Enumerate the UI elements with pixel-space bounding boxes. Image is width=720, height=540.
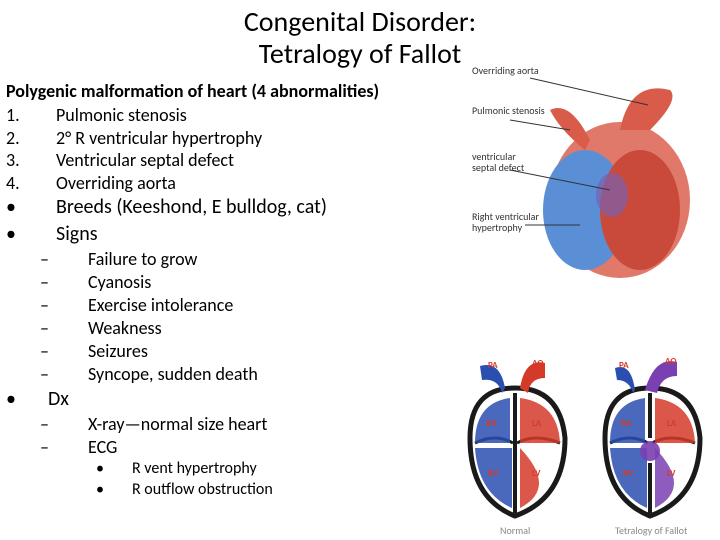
heart-diagram-labeled: Overriding aorta Pulmonic stenosis ventr…: [470, 60, 718, 290]
dash-marker: –: [40, 363, 88, 386]
diagram-label: Overriding aorta: [472, 64, 539, 77]
dash-marker: –: [40, 340, 88, 363]
list-text: Syncope, sudden death: [88, 363, 258, 386]
chamber-label: RV: [623, 468, 634, 479]
chamber-label: PA: [488, 360, 498, 371]
label-line: [530, 78, 648, 105]
list-item: –X-ray—normal size heart: [6, 413, 466, 436]
list-marker: 4.: [6, 172, 56, 195]
normal-heart-icon: AO PA LA RA LV RV: [470, 358, 565, 516]
list-text: Exercise intolerance: [88, 294, 233, 317]
list-text: Weakness: [88, 317, 162, 340]
bullet-marker: •: [6, 386, 26, 413]
abnormalities-list: 1.Pulmonic stenosis 2.2° R ventricular h…: [6, 104, 466, 194]
diagram-caption: Tetralogy of Fallot: [615, 524, 688, 537]
list-item: 4.Overriding aorta: [6, 172, 466, 195]
title-line-2: Tetralogy of Fallot: [259, 36, 461, 71]
dx-label: Dx: [26, 386, 69, 413]
list-item: –Weakness: [6, 317, 466, 340]
list-text: Pulmonic stenosis: [56, 104, 187, 127]
list-item: •R outflow obstruction: [6, 480, 466, 500]
diagram-label: Right ventricularhypertrophy: [472, 210, 539, 234]
content-region: Polygenic malformation of heart (4 abnor…: [6, 80, 466, 500]
dash-marker: –: [40, 436, 88, 459]
chamber-label: RA: [621, 418, 632, 429]
list-item: •Signs: [6, 221, 466, 248]
ecg-sublist: •R vent hypertrophy •R outflow obstructi…: [6, 459, 466, 500]
list-text: ECG: [88, 436, 117, 459]
diagram-label: ventricularseptal defect: [472, 150, 525, 174]
list-text: Overriding aorta: [56, 172, 176, 195]
list-text: Ventricular septal defect: [56, 149, 234, 172]
main-bullets: •Breeds (Keeshond, E bulldog, cat) •Sign…: [6, 194, 466, 248]
bullet-marker: •: [6, 221, 56, 248]
list-item: –Syncope, sudden death: [6, 363, 466, 386]
list-item: –Seizures: [6, 340, 466, 363]
list-marker: 1.: [6, 104, 56, 127]
dash-marker: –: [40, 248, 88, 271]
dash-marker: –: [40, 294, 88, 317]
chamber-label: LA: [532, 418, 542, 429]
list-item: 3.Ventricular septal defect: [6, 149, 466, 172]
list-text: Breeds (Keeshond, E bulldog, cat): [56, 194, 327, 221]
subheading: Polygenic malformation of heart (4 abnor…: [6, 80, 466, 102]
dash-marker: –: [40, 271, 88, 294]
diagram-label: Pulmonic stenosis: [472, 104, 545, 117]
list-text: R vent hypertrophy: [132, 459, 257, 479]
list-text: X-ray—normal size heart: [88, 413, 267, 436]
list-marker: 3.: [6, 149, 56, 172]
title-line-1: Congenital Disorder:: [244, 4, 476, 39]
aorta-icon: [620, 88, 673, 130]
signs-list: –Failure to grow –Cyanosis –Exercise int…: [6, 248, 466, 386]
chamber-label: PA: [619, 360, 629, 371]
dx-list: –X-ray—normal size heart –ECG: [6, 413, 466, 459]
list-marker: 2.: [6, 127, 56, 150]
list-item: 2.2° R ventricular hypertrophy: [6, 127, 466, 150]
dot-marker: •: [96, 459, 132, 479]
dash-marker: –: [40, 413, 88, 436]
chamber-label: RV: [488, 468, 499, 479]
pulmonary-artery-icon: [550, 108, 590, 150]
list-item: –Failure to grow: [6, 248, 466, 271]
dx-row: • Dx: [6, 386, 466, 413]
list-item: 1.Pulmonic stenosis: [6, 104, 466, 127]
list-text: Failure to grow: [88, 248, 197, 271]
chamber-label: AO: [532, 358, 543, 369]
list-text: Cyanosis: [88, 271, 151, 294]
list-text: Seizures: [88, 340, 148, 363]
list-item: –ECG: [6, 436, 466, 459]
chamber-label: LV: [667, 468, 676, 479]
list-item: –Cyanosis: [6, 271, 466, 294]
chamber-label: LA: [667, 418, 677, 429]
chamber-label: AO: [665, 356, 676, 367]
dash-marker: –: [40, 317, 88, 340]
list-text: R outflow obstruction: [132, 480, 273, 500]
vsd-spot-icon: [596, 173, 628, 217]
list-text: 2° R ventricular hypertrophy: [56, 127, 262, 150]
heart-comparison-diagram: AO PA LA RA LV RV Normal AO PA LA RA LV …: [450, 348, 718, 538]
bullet-marker: •: [6, 194, 56, 221]
list-text: Signs: [56, 221, 98, 248]
tetralogy-heart-icon: AO PA LA RA LV RV: [605, 356, 700, 516]
chamber-label: LV: [532, 468, 541, 479]
list-item: –Exercise intolerance: [6, 294, 466, 317]
dot-marker: •: [96, 480, 132, 500]
diagram-caption: Normal: [500, 524, 530, 537]
list-item: •Breeds (Keeshond, E bulldog, cat): [6, 194, 466, 221]
list-item: •R vent hypertrophy: [6, 459, 466, 479]
chamber-label: RA: [486, 418, 497, 429]
